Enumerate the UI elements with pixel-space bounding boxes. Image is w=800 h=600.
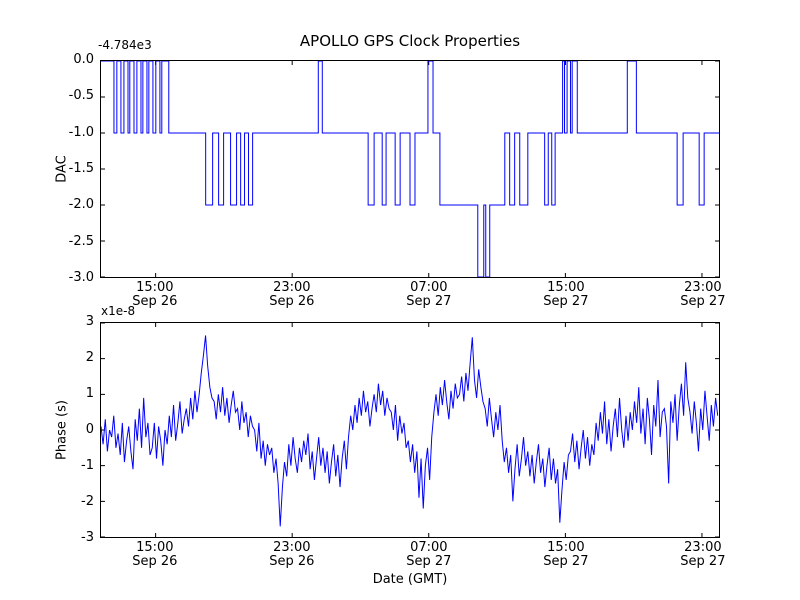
x-tick-time: 15:00 — [547, 540, 585, 555]
x-tick-date: Sep 27 — [543, 554, 589, 569]
x-tick-label: 15:00 Sep 27 — [521, 541, 611, 569]
y-tick-label: -2 — [81, 494, 94, 509]
x-tick-time: 07:00 — [410, 280, 448, 295]
dac-step-line — [101, 61, 719, 277]
x-tick-time: 15:00 — [136, 540, 174, 555]
x-tick-date: Sep 27 — [680, 294, 726, 309]
x-tick-label: 15:00 Sep 26 — [110, 541, 200, 569]
x-tick-date: Sep 27 — [406, 294, 452, 309]
y-tick-label: -0.5 — [68, 88, 94, 104]
x-tick-date: Sep 26 — [132, 554, 178, 569]
y-tick-label: 0.0 — [73, 52, 94, 67]
x-tick-time: 23:00 — [273, 280, 311, 295]
y-tick-label: -2.0 — [68, 197, 94, 213]
x-tick-label: 15:00 Sep 26 — [110, 281, 200, 309]
x-tick-time: 15:00 — [547, 280, 585, 295]
dac-axes — [100, 60, 720, 278]
y-tick-label: -1 — [81, 458, 94, 473]
y-tick-label: -1.5 — [68, 161, 94, 176]
phase-line — [101, 335, 719, 527]
dac-plot-svg — [101, 61, 719, 277]
x-tick-date: Sep 27 — [680, 554, 726, 569]
y-tick-label: 3 — [85, 314, 94, 329]
x-axis-label: Date (GMT) — [372, 572, 448, 587]
y-tick-label: 0 — [85, 422, 94, 437]
x-tick-time: 15:00 — [136, 280, 174, 295]
x-tick-time: 07:00 — [410, 540, 448, 555]
y-tick-label: -3 — [81, 530, 94, 545]
phase-plot-svg — [101, 323, 719, 537]
x-tick-date: Sep 26 — [269, 294, 315, 309]
tick-marks — [101, 323, 719, 537]
x-tick-time: 23:00 — [273, 540, 311, 555]
x-tick-time: 23:00 — [684, 280, 722, 295]
x-tick-time: 23:00 — [684, 540, 722, 555]
x-tick-label: 23:00 Sep 27 — [658, 541, 748, 569]
y-tick-label: 2 — [85, 350, 94, 365]
x-tick-label: 23:00 Sep 26 — [247, 281, 337, 309]
x-tick-date: Sep 27 — [406, 554, 452, 569]
y-tick-label: 1 — [85, 386, 94, 401]
y-tick-label: -1.0 — [68, 124, 94, 140]
x-tick-date: Sep 26 — [132, 294, 178, 309]
phase-axes — [100, 322, 720, 538]
x-tick-label: 07:00 Sep 27 — [384, 281, 474, 309]
chart-title: APOLLO GPS Clock Properties — [299, 32, 521, 50]
phase-axis-multiplier-label: x1e-8 — [101, 304, 136, 318]
x-tick-label: 15:00 Sep 27 — [521, 281, 611, 309]
dac-axis-offset-label: -4.784e3 — [98, 38, 152, 52]
y-tick-label: -2.5 — [68, 233, 94, 249]
x-tick-label: 23:00 Sep 26 — [247, 541, 337, 569]
x-tick-label: 07:00 Sep 27 — [384, 541, 474, 569]
x-tick-label: 23:00 Sep 27 — [658, 281, 748, 309]
x-tick-date: Sep 27 — [543, 294, 589, 309]
y-tick-label: -3.0 — [68, 270, 94, 285]
x-tick-date: Sep 26 — [269, 554, 315, 569]
